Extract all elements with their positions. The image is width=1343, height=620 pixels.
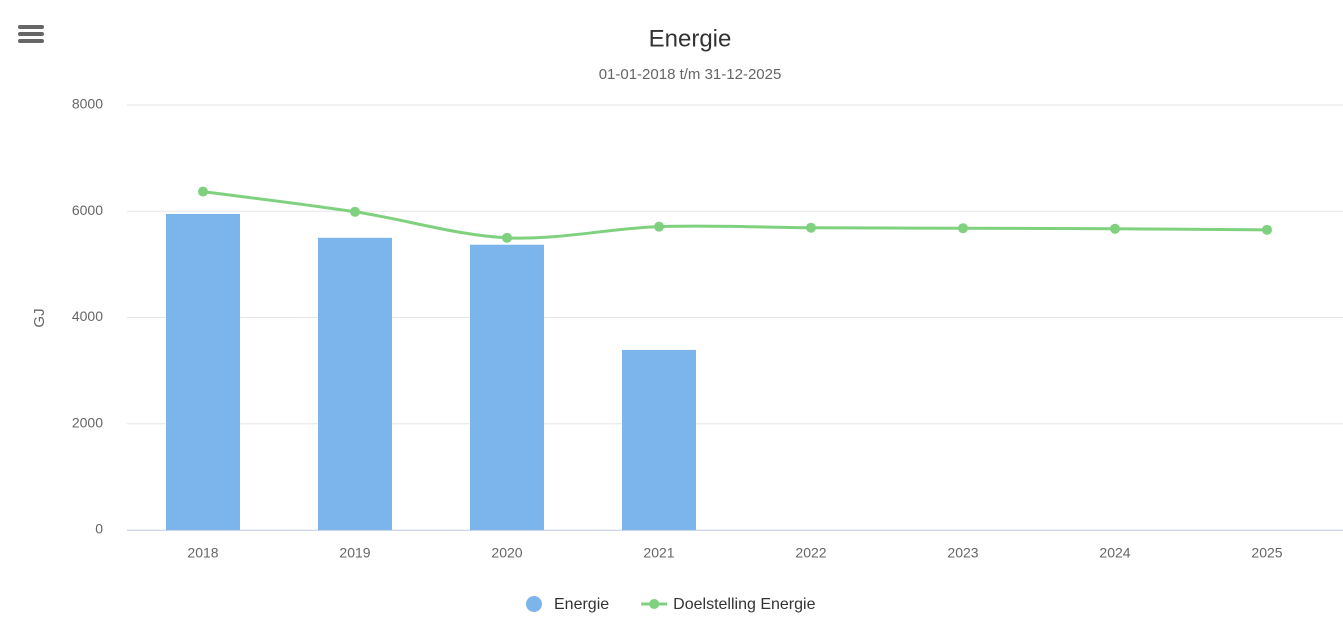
x-tick-label: 2024 [1099, 545, 1130, 561]
line-point [806, 222, 816, 233]
x-tick-label: 2025 [1251, 545, 1282, 561]
y-tick-label: 6000 [72, 202, 103, 218]
line-point [198, 186, 208, 197]
line-point [958, 223, 968, 234]
line-point [350, 206, 360, 217]
line-point [1110, 223, 1120, 234]
x-tick-label: 2021 [643, 545, 674, 561]
chart-subtitle: 01-01-2018 t/m 31-12-2025 [599, 66, 782, 83]
y-tick-label: 8000 [72, 96, 103, 112]
legend-marker [526, 596, 542, 612]
x-tick-label: 2018 [187, 545, 218, 561]
chart-title: Energie [649, 25, 732, 52]
y-tick-label: 0 [95, 521, 103, 537]
line-point [654, 221, 664, 232]
y-axis-label: GJ [31, 308, 48, 327]
x-tick-label: 2022 [795, 545, 826, 561]
line-point [1262, 224, 1272, 235]
line-point [502, 232, 512, 243]
line [202, 190, 1268, 240]
y-tick-label: 4000 [72, 308, 103, 324]
y-tick-label: 2000 [72, 414, 103, 430]
x-tick-label: 2019 [339, 545, 370, 561]
bar [470, 244, 544, 530]
bar [166, 213, 240, 530]
legend-label: Doelstelling Energie [673, 596, 815, 613]
bar [622, 349, 696, 530]
legend-item[interactable]: Energie [526, 596, 609, 613]
legend-item[interactable]: Doelstelling Energie [641, 596, 816, 613]
legend-marker [649, 599, 660, 609]
x-tick-label: 2023 [947, 545, 978, 561]
legend-label: Energie [554, 596, 609, 613]
menu-button[interactable] [18, 25, 44, 43]
bar [318, 237, 392, 530]
x-tick-label: 2020 [491, 545, 522, 561]
